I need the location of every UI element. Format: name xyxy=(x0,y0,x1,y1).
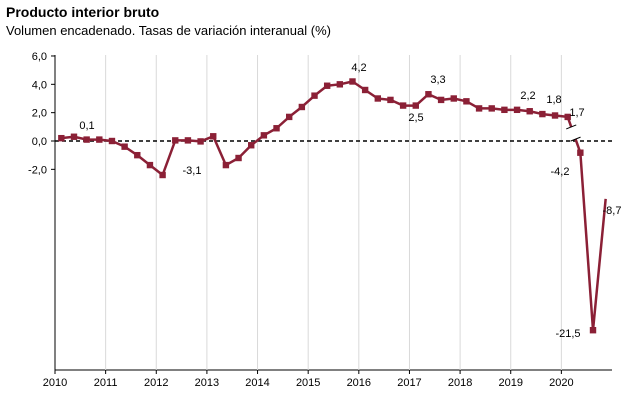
x-tick-label: 2016 xyxy=(347,377,371,389)
x-tick-label: 2013 xyxy=(195,377,219,389)
data-point xyxy=(361,86,369,94)
x-tick-label: 2018 xyxy=(448,377,472,389)
data-point xyxy=(450,95,457,102)
data-point xyxy=(577,149,584,156)
data-point xyxy=(298,103,306,111)
data-point xyxy=(172,137,179,144)
x-tick-label: 2017 xyxy=(397,377,421,389)
data-label: -3,1 xyxy=(183,165,202,177)
data-point xyxy=(273,125,280,132)
axis-break-mark xyxy=(570,136,581,142)
data-point xyxy=(184,137,192,144)
data-point xyxy=(108,137,116,145)
y-tick-label: 6,0 xyxy=(32,51,47,63)
data-label: -4,2 xyxy=(551,166,570,178)
x-tick-label: 2011 xyxy=(94,377,118,389)
data-point xyxy=(70,133,78,140)
series-line xyxy=(579,152,607,332)
y-tick-label: 4,0 xyxy=(32,79,47,91)
data-point xyxy=(399,102,407,109)
y-tick-label: -2,0 xyxy=(28,164,47,176)
data-label: -8,7 xyxy=(603,205,622,217)
data-point xyxy=(235,154,242,162)
data-label: 2,5 xyxy=(408,112,423,124)
data-point xyxy=(501,106,508,114)
x-tick-label: 2015 xyxy=(296,377,320,389)
data-label: 4,2 xyxy=(351,62,366,74)
data-point xyxy=(146,161,154,169)
data-point xyxy=(96,136,103,143)
data-label: 2,2 xyxy=(520,90,535,102)
data-point xyxy=(159,171,166,179)
data-point xyxy=(551,112,559,119)
data-point xyxy=(58,134,65,142)
data-point xyxy=(475,105,483,112)
data-point xyxy=(564,113,571,121)
data-point xyxy=(539,110,546,118)
data-point xyxy=(412,102,419,109)
x-tick-label: 2014 xyxy=(245,377,269,389)
data-point xyxy=(349,78,356,85)
data-point xyxy=(285,113,293,121)
data-point xyxy=(121,143,128,150)
data-label: -21,5 xyxy=(555,328,580,340)
x-tick-label: 2020 xyxy=(549,377,573,389)
data-point xyxy=(437,96,445,104)
axis-break-mark xyxy=(566,124,577,130)
data-point xyxy=(197,138,204,145)
chart-title: Producto interior bruto xyxy=(6,4,160,20)
chart-subtitle: Volumen encadenado. Tasas de variación i… xyxy=(6,23,331,38)
data-point xyxy=(323,82,331,89)
data-point xyxy=(488,105,495,112)
data-point xyxy=(248,142,255,149)
data-point xyxy=(222,161,230,169)
data-label: 3,3 xyxy=(430,74,445,86)
data-label: 1,7 xyxy=(569,107,584,119)
y-tick-label: 0,0 xyxy=(32,136,47,148)
data-point xyxy=(387,96,394,104)
data-point xyxy=(311,92,318,99)
data-point xyxy=(526,108,533,115)
y-tick-label: 2,0 xyxy=(32,108,47,120)
data-point xyxy=(210,133,217,140)
data-point xyxy=(513,106,521,114)
data-label: 0,1 xyxy=(79,120,94,132)
data-point xyxy=(589,326,597,334)
x-tick-label: 2012 xyxy=(144,377,168,389)
data-point xyxy=(374,95,382,102)
data-point xyxy=(425,91,432,98)
x-tick-label: 2019 xyxy=(498,377,522,389)
data-point xyxy=(260,132,268,139)
x-tick-label: 2010 xyxy=(43,377,67,389)
data-label: 1,8 xyxy=(546,94,561,106)
data-point xyxy=(134,151,141,159)
data-point xyxy=(463,98,470,105)
data-point xyxy=(336,81,344,88)
data-point xyxy=(83,136,90,143)
